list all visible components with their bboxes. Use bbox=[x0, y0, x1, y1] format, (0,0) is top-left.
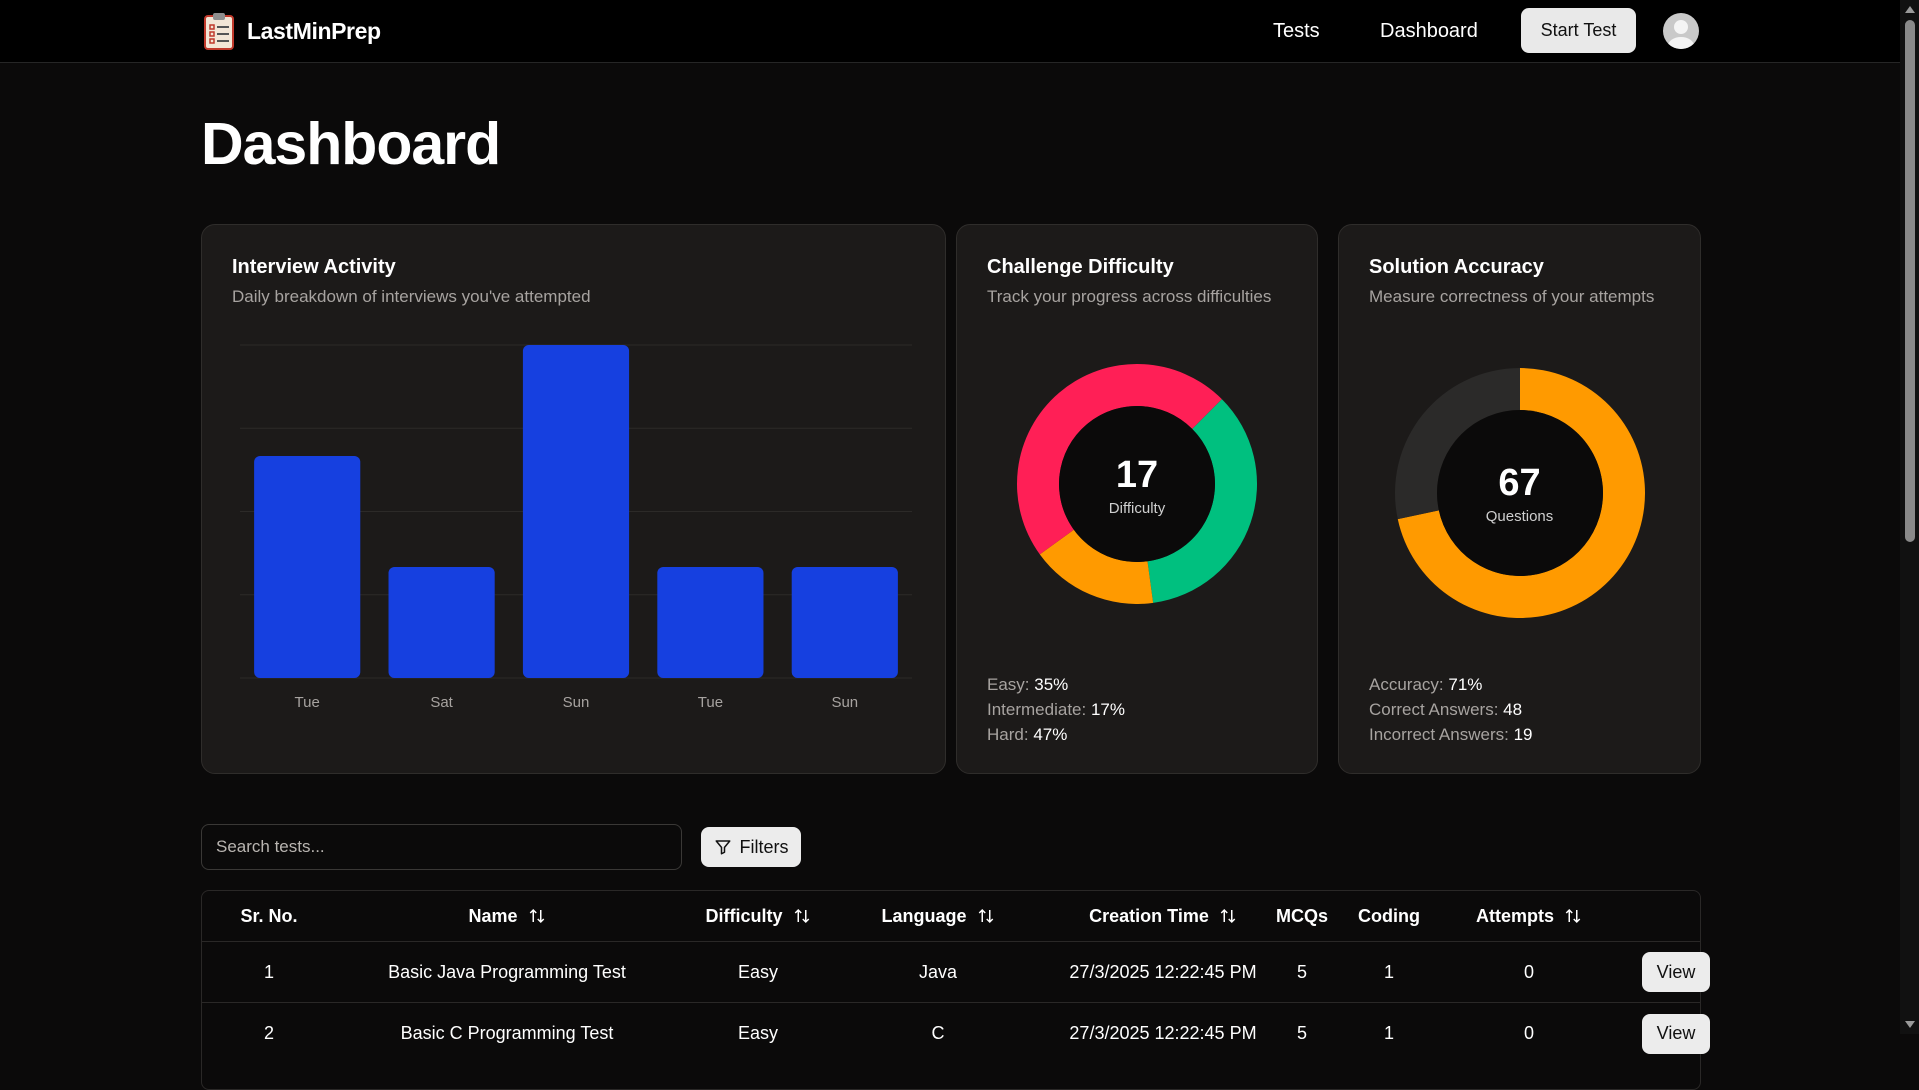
cell-coding: 1 bbox=[1383, 1023, 1394, 1043]
scroll-down-arrow-icon[interactable] bbox=[1905, 1021, 1915, 1028]
cell-language: Java bbox=[918, 961, 958, 982]
accuracy-stats: Accuracy: 71% Correct Answers: 48 Incorr… bbox=[1369, 672, 1532, 747]
difficulty-center-value: 17 bbox=[1115, 454, 1159, 496]
donut-slice[interactable] bbox=[1039, 529, 1154, 604]
filters-label: Filters bbox=[739, 836, 789, 857]
accuracy-donut: 67 Questions bbox=[1394, 368, 1645, 618]
table-header-row: Sr. No. Name Difficulty Language Creatio… bbox=[202, 891, 1700, 942]
scroll-up-arrow-icon[interactable] bbox=[1905, 6, 1915, 13]
card-subtitle: Track your progress across difficulties bbox=[987, 287, 1272, 306]
accuracy-donut-chart bbox=[1394, 368, 1645, 618]
header-sr-no: Sr. No. bbox=[240, 905, 298, 926]
card-subtitle: Daily breakdown of interviews you've att… bbox=[232, 287, 591, 306]
nav-link-tests[interactable]: Tests bbox=[1273, 20, 1320, 42]
donut-hole bbox=[1059, 406, 1215, 562]
filters-button[interactable]: Filters bbox=[701, 827, 801, 867]
cell-sr-no: 1 bbox=[263, 961, 274, 982]
difficulty-stats: Easy: 35% Intermediate: 17% Hard: 47% bbox=[987, 672, 1125, 747]
header-attempts[interactable]: Attempts bbox=[1439, 891, 1619, 941]
header-difficulty[interactable]: Difficulty bbox=[678, 891, 838, 941]
page-title: Dashboard bbox=[201, 111, 501, 177]
avatar-silhouette bbox=[1668, 20, 1694, 49]
cell-mcqs: 5 bbox=[1296, 961, 1307, 982]
x-tick-label: Sat bbox=[430, 694, 453, 711]
sort-arrows-icon[interactable] bbox=[1564, 907, 1582, 925]
brand-logo-link[interactable]: LastMinPrep bbox=[203, 12, 381, 50]
challenge-difficulty-card: Challenge Difficulty Track your progress… bbox=[956, 224, 1318, 774]
page-scrollbar[interactable] bbox=[1900, 0, 1919, 1034]
funnel-icon bbox=[715, 840, 730, 855]
bar[interactable] bbox=[388, 567, 495, 678]
stat-correct: Correct Answers: 48 bbox=[1369, 700, 1523, 719]
sort-arrows-icon[interactable] bbox=[793, 907, 811, 925]
accuracy-center-label: Questions bbox=[1485, 508, 1554, 525]
donut-slice[interactable] bbox=[1397, 368, 1645, 618]
cell-sr-no: 2 bbox=[263, 1023, 274, 1043]
x-tick-label: Sun bbox=[831, 694, 858, 711]
top-navigation: LastMinPrep Tests Dashboard Start Test bbox=[0, 0, 1900, 63]
x-tick-label: Tue bbox=[698, 694, 723, 711]
card-title: Solution Accuracy bbox=[1369, 256, 1544, 278]
accuracy-center-value: 67 bbox=[1498, 462, 1541, 504]
interview-activity-card: Interview Activity Daily breakdown of in… bbox=[201, 224, 946, 774]
header-coding: Coding bbox=[1358, 905, 1420, 926]
sort-arrows-icon[interactable] bbox=[528, 907, 546, 925]
header-name[interactable]: Name bbox=[336, 891, 678, 941]
cell-mcqs: 5 bbox=[1296, 1023, 1307, 1043]
x-tick-label: Sun bbox=[563, 694, 590, 711]
difficulty-donut: 17 Difficulty bbox=[1016, 363, 1257, 604]
cell-coding: 1 bbox=[1383, 961, 1394, 982]
interview-activity-bar-chart: Tue Sat Sun Tue Sun bbox=[240, 344, 912, 711]
user-avatar-icon[interactable] bbox=[1663, 13, 1699, 49]
stat-incorrect: Incorrect Answers: 19 bbox=[1369, 725, 1533, 744]
donut-slice[interactable] bbox=[1147, 399, 1257, 603]
stat-accuracy: Accuracy: 71% bbox=[1369, 675, 1483, 694]
stat-easy: Easy: 35% bbox=[987, 675, 1069, 694]
table-row: 1 Basic Java Programming Test Easy Java … bbox=[202, 942, 1710, 1003]
sort-arrows-icon[interactable] bbox=[1219, 907, 1237, 925]
start-test-button[interactable]: Start Test bbox=[1521, 8, 1636, 53]
donut-center: 17 Difficulty bbox=[1017, 456, 1257, 517]
search-tests-input[interactable] bbox=[201, 824, 682, 870]
tests-table: Sr. No. Name Difficulty Language Creatio… bbox=[201, 890, 1710, 1090]
bar[interactable] bbox=[791, 567, 898, 678]
card-subtitle: Measure correctness of your attempts bbox=[1369, 287, 1655, 306]
header-language[interactable]: Language bbox=[838, 891, 1038, 941]
cell-attempts: 0 bbox=[1523, 1023, 1534, 1043]
view-button[interactable]: View bbox=[1642, 952, 1710, 992]
sort-arrows-icon[interactable] bbox=[977, 907, 995, 925]
donut-center: 67 Questions bbox=[1395, 464, 1645, 525]
cell-action: View bbox=[1602, 942, 1750, 1002]
header-mcqs: MCQs bbox=[1275, 905, 1328, 926]
x-tick-label: Tue bbox=[295, 694, 320, 711]
scrollbar-thumb[interactable] bbox=[1905, 20, 1915, 542]
bar[interactable] bbox=[522, 345, 630, 678]
clipboard-checklist-icon bbox=[204, 13, 234, 50]
stat-intermediate: Intermediate: 17% bbox=[987, 700, 1125, 719]
cell-difficulty: Easy bbox=[737, 961, 779, 982]
donut-hole bbox=[1436, 410, 1603, 576]
card-title: Interview Activity bbox=[232, 256, 396, 278]
header-creation-time[interactable]: Creation Time bbox=[1038, 891, 1288, 941]
cell-name: Basic Java Programming Test bbox=[388, 961, 626, 982]
donut-slice[interactable] bbox=[1016, 363, 1222, 555]
card-title: Challenge Difficulty bbox=[987, 256, 1174, 278]
stat-hard: Hard: 47% bbox=[987, 725, 1068, 744]
difficulty-donut-chart bbox=[1016, 363, 1257, 604]
nav-link-dashboard[interactable]: Dashboard bbox=[1380, 20, 1478, 42]
bar[interactable] bbox=[657, 567, 764, 678]
brand-name: LastMinPrep bbox=[247, 17, 381, 44]
difficulty-center-label: Difficulty bbox=[1108, 500, 1166, 517]
cell-creation-time: 27/3/2025 12:22:45 PM bbox=[1069, 961, 1257, 982]
cell-attempts: 0 bbox=[1523, 961, 1534, 982]
bar[interactable] bbox=[254, 456, 361, 678]
solution-accuracy-card: Solution Accuracy Measure correctness of… bbox=[1338, 224, 1701, 774]
donut-slice[interactable] bbox=[1394, 368, 1520, 520]
